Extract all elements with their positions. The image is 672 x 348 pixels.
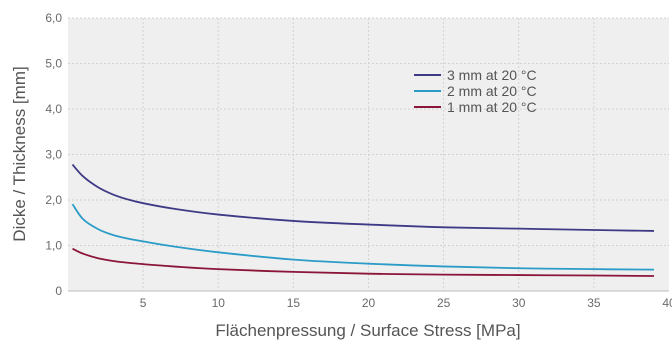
- series-lines: [71, 163, 654, 277]
- y-tick-label: 3,0: [45, 148, 62, 162]
- x-tick-label: 40: [662, 296, 672, 310]
- legend-label: 3 mm at 20 °C: [447, 67, 537, 83]
- y-tick-label: 0: [55, 284, 62, 298]
- x-axis-label: Flächenpressung / Surface Stress [MPa]: [215, 321, 520, 340]
- series-line-3: [72, 247, 654, 277]
- x-tick-label: 5: [140, 296, 147, 310]
- y-axis-label: Dicke / Thickness [mm]: [10, 66, 29, 241]
- series-line-2: [71, 203, 654, 271]
- x-tick-label: 35: [587, 296, 601, 310]
- legend-label: 2 mm at 20 °C: [447, 83, 537, 99]
- y-tick-label: 1,0: [45, 239, 62, 253]
- x-tick-label: 10: [212, 296, 226, 310]
- grid: [68, 17, 669, 292]
- x-tick-label: 25: [437, 296, 451, 310]
- x-tick-label: 15: [287, 296, 301, 310]
- x-tick-label: 20: [362, 296, 376, 310]
- series-line-1: [71, 163, 654, 232]
- x-axis-tick-labels: 5 10 15 20 25 30 35 40: [140, 296, 672, 310]
- y-tick-label: 6,0: [45, 11, 62, 25]
- y-tick-label: 4,0: [45, 102, 62, 116]
- legend: 3 mm at 20 °C2 mm at 20 °C1 mm at 20 °C: [414, 67, 537, 115]
- y-tick-label: 5,0: [45, 57, 62, 71]
- y-tick-label: 2,0: [45, 193, 62, 207]
- legend-label: 1 mm at 20 °C: [447, 99, 537, 115]
- x-tick-label: 30: [512, 296, 526, 310]
- y-axis-tick-labels: 0 1,0 2,0 3,0 4,0 5,0 6,0: [45, 11, 62, 298]
